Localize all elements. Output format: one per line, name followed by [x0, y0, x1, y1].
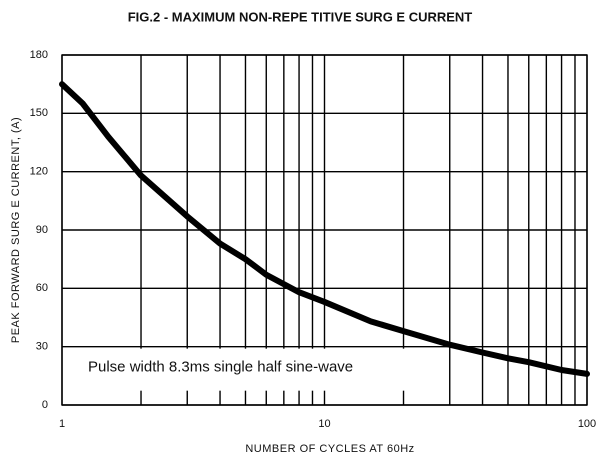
y-tick-label: 150	[30, 107, 48, 119]
plot-frame	[61, 54, 588, 406]
y-tick-label: 120	[30, 166, 48, 178]
y-tick-label: 30	[36, 341, 48, 353]
annotation-box	[64, 348, 419, 391]
x-tick-label: 1	[59, 418, 65, 430]
y-axis-label: PEAK FORWARD SURG E CURRENT, (A)	[10, 117, 22, 343]
x-tick-label: 10	[318, 418, 330, 430]
x-axis-label: NUMBER OF CYCLES AT 60Hz	[245, 443, 414, 455]
data-line	[59, 81, 590, 377]
y-tick-label: 0	[42, 399, 48, 411]
y-tick-label: 90	[36, 224, 48, 236]
x-tick-label: 100	[578, 418, 596, 430]
annotation: Pulse width 8.3ms single half sine-wave	[88, 359, 353, 376]
y-tick-label: 180	[30, 49, 48, 61]
chart-title: FIG.2 - MAXIMUM NON-REPE TITIVE SURG E C…	[128, 9, 473, 24]
y-tick-label: 60	[36, 282, 48, 294]
